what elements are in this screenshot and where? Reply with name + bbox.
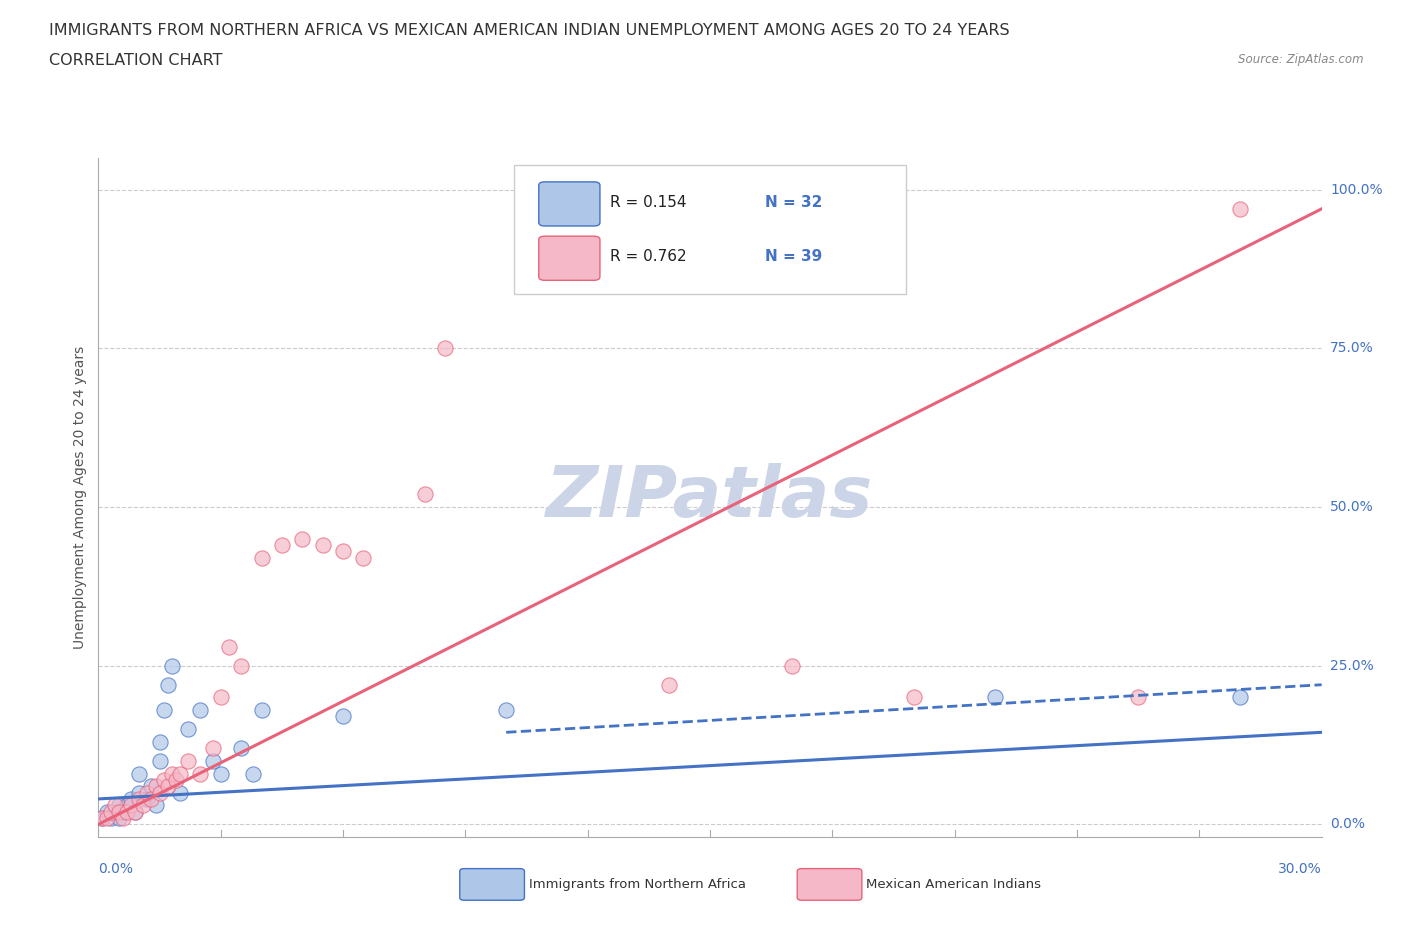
Point	[332, 709, 354, 724]
Point	[218, 639, 240, 654]
Point	[128, 785, 150, 800]
Point	[136, 785, 159, 800]
Point	[152, 703, 174, 718]
Point	[1229, 690, 1251, 705]
Point	[1128, 690, 1150, 705]
Point	[250, 551, 273, 565]
Point	[108, 811, 131, 826]
Point	[169, 785, 191, 800]
Text: 100.0%: 100.0%	[1330, 183, 1382, 197]
Text: IMMIGRANTS FROM NORTHERN AFRICA VS MEXICAN AMERICAN INDIAN UNEMPLOYMENT AMONG AG: IMMIGRANTS FROM NORTHERN AFRICA VS MEXIC…	[49, 23, 1010, 38]
Point	[128, 766, 150, 781]
Point	[658, 677, 681, 692]
Point	[188, 766, 212, 781]
Text: N = 39: N = 39	[765, 249, 823, 264]
Point	[128, 791, 150, 806]
Point	[156, 677, 179, 692]
Point	[152, 773, 174, 788]
Point	[145, 778, 167, 793]
Point	[104, 804, 127, 819]
Point	[120, 798, 142, 813]
Point	[111, 811, 134, 826]
Text: N = 32: N = 32	[765, 194, 823, 210]
Point	[160, 658, 183, 673]
Text: R = 0.154: R = 0.154	[610, 194, 686, 210]
Point	[903, 690, 925, 705]
Point	[984, 690, 1007, 705]
Text: 30.0%: 30.0%	[1278, 862, 1322, 876]
Point	[169, 766, 191, 781]
Point	[231, 658, 253, 673]
Point	[780, 658, 803, 673]
Point	[160, 766, 183, 781]
Point	[209, 766, 232, 781]
Point	[96, 804, 118, 819]
Point	[495, 703, 517, 718]
FancyBboxPatch shape	[515, 165, 905, 294]
Point	[201, 740, 224, 755]
Point	[209, 690, 232, 705]
FancyBboxPatch shape	[538, 236, 600, 280]
Text: Source: ZipAtlas.com: Source: ZipAtlas.com	[1239, 53, 1364, 66]
Point	[104, 798, 127, 813]
Point	[291, 531, 314, 546]
Point	[108, 804, 131, 819]
Point	[352, 551, 374, 565]
Point	[434, 341, 457, 356]
Point	[332, 544, 354, 559]
Point	[115, 804, 138, 819]
Text: 0.0%: 0.0%	[98, 862, 134, 876]
Point	[149, 785, 172, 800]
Point	[312, 538, 335, 552]
Y-axis label: Unemployment Among Ages 20 to 24 years: Unemployment Among Ages 20 to 24 years	[73, 346, 87, 649]
Text: 25.0%: 25.0%	[1330, 658, 1374, 672]
Point	[136, 791, 159, 806]
Text: R = 0.762: R = 0.762	[610, 249, 686, 264]
Point	[1229, 202, 1251, 217]
Point	[100, 804, 122, 819]
Point	[145, 798, 167, 813]
Point	[165, 773, 187, 788]
Point	[413, 487, 436, 502]
Text: ZIPatlas: ZIPatlas	[547, 463, 873, 532]
Text: 50.0%: 50.0%	[1330, 500, 1374, 514]
Point	[124, 804, 146, 819]
Point	[242, 766, 264, 781]
Point	[91, 811, 114, 826]
Point	[156, 778, 179, 793]
Point	[111, 804, 134, 819]
FancyBboxPatch shape	[538, 182, 600, 226]
Point	[177, 722, 200, 737]
Point	[141, 791, 163, 806]
Point	[188, 703, 212, 718]
Point	[120, 791, 142, 806]
Text: Mexican American Indians: Mexican American Indians	[866, 878, 1040, 891]
Point	[100, 811, 122, 826]
Point	[149, 735, 172, 750]
Point	[231, 740, 253, 755]
Text: 75.0%: 75.0%	[1330, 341, 1374, 355]
Point	[201, 753, 224, 768]
Point	[270, 538, 294, 552]
Point	[124, 804, 146, 819]
Text: CORRELATION CHART: CORRELATION CHART	[49, 53, 222, 68]
Point	[250, 703, 273, 718]
Point	[177, 753, 200, 768]
Point	[96, 811, 118, 826]
Point	[115, 798, 138, 813]
Point	[132, 798, 155, 813]
Point	[108, 798, 131, 813]
Point	[149, 753, 172, 768]
Text: 0.0%: 0.0%	[1330, 817, 1365, 831]
Point	[91, 811, 114, 826]
Point	[141, 778, 163, 793]
Text: Immigrants from Northern Africa: Immigrants from Northern Africa	[529, 878, 745, 891]
